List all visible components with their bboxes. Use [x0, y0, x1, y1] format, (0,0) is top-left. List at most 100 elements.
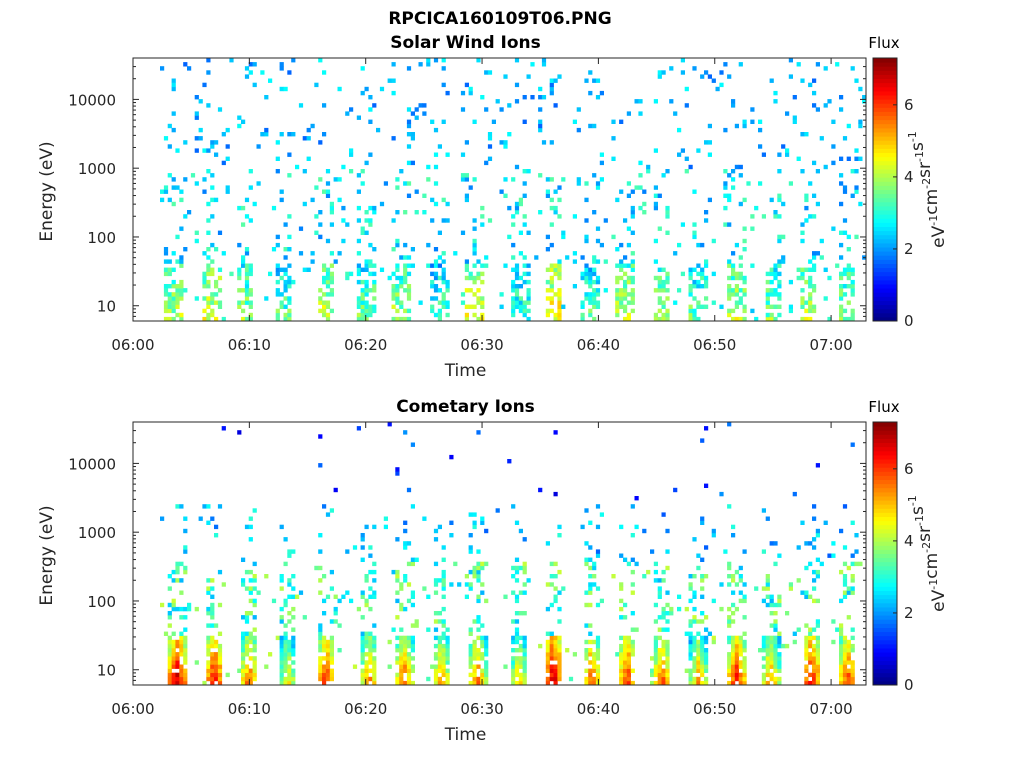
heatmap-cell — [217, 664, 223, 669]
heatmap-cell — [538, 487, 543, 493]
heatmap-cell — [356, 115, 361, 120]
heatmap-cell — [437, 288, 442, 293]
heatmap-cell — [688, 308, 693, 314]
heatmap-cell — [661, 173, 666, 178]
heatmap-cell — [322, 275, 327, 281]
heatmap-cell — [325, 275, 331, 281]
heatmap-cell — [179, 312, 184, 318]
heatmap-cell — [244, 267, 250, 272]
heatmap-cell — [503, 144, 508, 149]
heatmap-cell — [391, 284, 396, 289]
heatmap-cell — [244, 197, 250, 203]
heatmap-cell — [318, 565, 323, 571]
heatmap-cell — [584, 676, 589, 682]
heatmap-cell — [731, 251, 736, 256]
heatmap-cell — [773, 676, 778, 682]
heatmap-cell — [179, 615, 184, 620]
heatmap-cell — [592, 123, 597, 129]
heatmap-cell — [322, 676, 327, 682]
heatmap-cell — [244, 635, 250, 641]
heatmap-cell — [472, 676, 477, 682]
heatmap-cell — [777, 631, 782, 636]
heatmap-cell — [808, 275, 813, 281]
heatmap-cell — [403, 316, 408, 322]
heatmap-cell — [707, 140, 712, 145]
heatmap-cell — [584, 275, 589, 281]
heatmap-cell — [588, 267, 593, 272]
heatmap-cell — [287, 247, 292, 252]
heatmap-cell — [457, 582, 462, 587]
heatmap-cell — [750, 107, 755, 112]
heatmap-cell — [557, 643, 562, 649]
heatmap-cell — [538, 123, 543, 129]
heatmap-cell — [480, 296, 485, 301]
heatmap-cell — [657, 300, 662, 305]
heatmap-cell — [615, 275, 620, 281]
heatmap-cell — [399, 676, 404, 682]
heatmap-cell — [777, 664, 782, 669]
heatmap-cell — [742, 598, 747, 604]
heatmap-cell — [511, 565, 516, 571]
heatmap-cell — [360, 660, 365, 665]
heatmap-cell — [325, 676, 331, 682]
heatmap-cell — [692, 574, 697, 579]
heatmap-cell — [804, 132, 809, 137]
heatmap-cell — [241, 660, 246, 665]
x-tick-label: 07:00 — [809, 336, 852, 354]
heatmap-cell — [445, 627, 450, 632]
heatmap-cell — [850, 316, 855, 322]
heatmap-cell — [445, 656, 450, 661]
heatmap-cell — [210, 672, 215, 678]
heatmap-cell — [206, 296, 211, 301]
heatmap-cell — [322, 598, 327, 604]
heatmap-cell — [368, 643, 373, 649]
heatmap-cell — [202, 82, 207, 88]
heatmap-cell — [210, 635, 215, 641]
colorbar-segment — [873, 242, 897, 248]
heatmap-cell — [252, 201, 257, 207]
heatmap-cell — [441, 594, 446, 599]
heatmap-cell — [194, 111, 199, 116]
heatmap-cell — [850, 590, 855, 595]
heatmap-cell — [804, 639, 809, 645]
heatmap-cell — [248, 304, 253, 309]
heatmap-cell — [595, 643, 601, 649]
heatmap-cell — [688, 316, 693, 322]
colorbar-segment — [873, 58, 897, 63]
heatmap-cell — [738, 676, 743, 682]
heatmap-cell — [773, 214, 778, 219]
heatmap-cell — [696, 242, 701, 248]
heatmap-cell — [399, 627, 404, 632]
heatmap-cell — [229, 271, 234, 277]
heatmap-cell — [723, 185, 728, 190]
heatmap-cell — [322, 574, 327, 579]
heatmap-cell — [167, 144, 172, 149]
heatmap-cell — [592, 639, 597, 645]
heatmap-cell — [179, 292, 184, 297]
heatmap-cell — [661, 312, 666, 318]
heatmap-cell — [595, 181, 601, 186]
heatmap-cell — [514, 578, 520, 583]
heatmap-cell — [514, 635, 520, 641]
heatmap-cell — [661, 672, 666, 678]
heatmap-cell — [630, 259, 635, 264]
heatmap-cell — [511, 664, 516, 669]
heatmap-cell — [734, 648, 739, 653]
heatmap-cell — [244, 288, 250, 293]
heatmap-cell — [592, 210, 597, 215]
heatmap-cell — [210, 140, 215, 145]
heatmap-cell — [731, 672, 736, 678]
heatmap-cell — [406, 66, 412, 71]
heatmap-cell — [673, 487, 678, 493]
colorbar-segment — [873, 123, 897, 129]
heatmap-cell — [441, 292, 446, 297]
heatmap-cell — [403, 255, 408, 260]
heatmap-cell — [595, 185, 601, 190]
heatmap-cell — [329, 222, 334, 227]
heatmap-cell — [395, 263, 400, 268]
heatmap-cell — [734, 652, 739, 657]
heatmap-cell — [804, 300, 809, 305]
heatmap-cell — [360, 90, 365, 96]
heatmap-cell — [769, 279, 774, 285]
heatmap-cell — [248, 185, 253, 190]
